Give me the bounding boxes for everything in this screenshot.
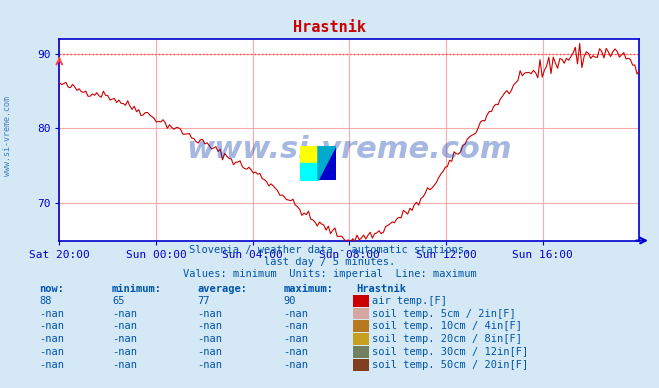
- Text: -nan: -nan: [198, 360, 223, 370]
- Text: -nan: -nan: [283, 308, 308, 319]
- Text: average:: average:: [198, 284, 248, 294]
- Text: -nan: -nan: [40, 360, 65, 370]
- Text: 65: 65: [112, 296, 125, 306]
- Text: Slovenia / weather data - automatic stations.: Slovenia / weather data - automatic stat…: [189, 245, 470, 255]
- Text: 88: 88: [40, 296, 52, 306]
- Text: maximum:: maximum:: [283, 284, 333, 294]
- Text: -nan: -nan: [198, 321, 223, 331]
- Text: soil temp. 50cm / 20in[F]: soil temp. 50cm / 20in[F]: [372, 360, 529, 370]
- Text: -nan: -nan: [283, 334, 308, 344]
- Text: www.si-vreme.com: www.si-vreme.com: [3, 96, 13, 176]
- Text: -nan: -nan: [112, 334, 137, 344]
- Text: soil temp. 5cm / 2in[F]: soil temp. 5cm / 2in[F]: [372, 308, 516, 319]
- Polygon shape: [318, 146, 336, 180]
- Text: 90: 90: [283, 296, 296, 306]
- Text: Hrastnik: Hrastnik: [293, 20, 366, 35]
- Text: air temp.[F]: air temp.[F]: [372, 296, 447, 306]
- Text: Values: minimum  Units: imperial  Line: maximum: Values: minimum Units: imperial Line: ma…: [183, 268, 476, 279]
- Text: 77: 77: [198, 296, 210, 306]
- Text: -nan: -nan: [283, 321, 308, 331]
- Text: -nan: -nan: [40, 347, 65, 357]
- Text: -nan: -nan: [112, 347, 137, 357]
- Text: -nan: -nan: [112, 321, 137, 331]
- Text: minimum:: minimum:: [112, 284, 162, 294]
- Text: www.si-vreme.com: www.si-vreme.com: [186, 135, 512, 164]
- Text: -nan: -nan: [198, 347, 223, 357]
- Text: last day / 5 minutes.: last day / 5 minutes.: [264, 257, 395, 267]
- Text: -nan: -nan: [283, 347, 308, 357]
- Text: -nan: -nan: [40, 334, 65, 344]
- Polygon shape: [318, 146, 336, 180]
- Text: Hrastnik: Hrastnik: [356, 284, 406, 294]
- Text: soil temp. 30cm / 12in[F]: soil temp. 30cm / 12in[F]: [372, 347, 529, 357]
- Text: -nan: -nan: [198, 334, 223, 344]
- Text: soil temp. 10cm / 4in[F]: soil temp. 10cm / 4in[F]: [372, 321, 523, 331]
- Text: now:: now:: [40, 284, 65, 294]
- Text: -nan: -nan: [112, 308, 137, 319]
- Text: soil temp. 20cm / 8in[F]: soil temp. 20cm / 8in[F]: [372, 334, 523, 344]
- Text: -nan: -nan: [198, 308, 223, 319]
- Text: -nan: -nan: [112, 360, 137, 370]
- Text: -nan: -nan: [40, 321, 65, 331]
- Text: -nan: -nan: [40, 308, 65, 319]
- Text: -nan: -nan: [283, 360, 308, 370]
